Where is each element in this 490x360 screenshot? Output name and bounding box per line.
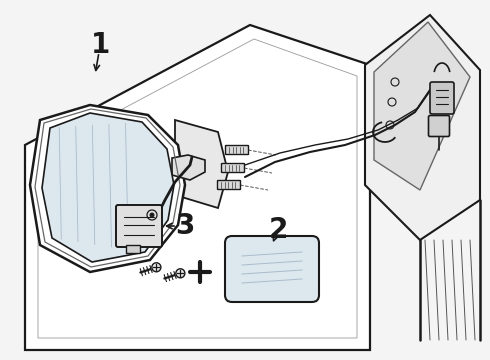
FancyBboxPatch shape — [116, 205, 162, 247]
Polygon shape — [172, 155, 205, 180]
FancyBboxPatch shape — [430, 82, 454, 114]
Polygon shape — [175, 120, 228, 208]
Polygon shape — [365, 15, 480, 240]
FancyBboxPatch shape — [218, 180, 241, 189]
Polygon shape — [374, 22, 470, 190]
Polygon shape — [126, 245, 140, 253]
Polygon shape — [30, 105, 185, 272]
Text: 2: 2 — [269, 216, 288, 244]
FancyBboxPatch shape — [225, 236, 319, 302]
Polygon shape — [25, 25, 370, 350]
FancyBboxPatch shape — [225, 145, 248, 154]
Circle shape — [150, 213, 154, 217]
Text: 1: 1 — [90, 31, 110, 59]
Text: 3: 3 — [175, 212, 195, 240]
FancyBboxPatch shape — [428, 116, 449, 136]
Circle shape — [176, 269, 185, 278]
FancyBboxPatch shape — [221, 163, 245, 172]
Circle shape — [152, 263, 161, 272]
Polygon shape — [42, 113, 174, 262]
